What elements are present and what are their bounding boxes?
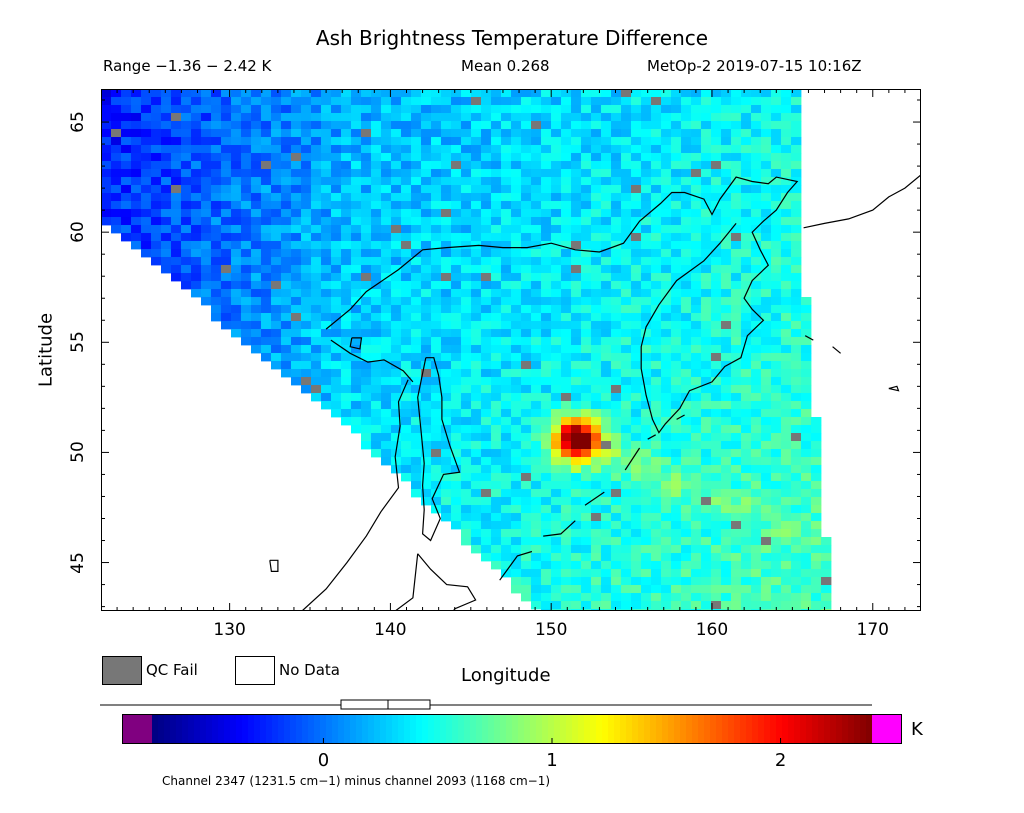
colorbar-tick-label: 1 <box>546 750 558 771</box>
colorbar-tick-label: 2 <box>774 750 787 771</box>
coastlines <box>269 174 921 611</box>
x-tick-label: 150 <box>534 620 568 640</box>
range-text: Range −1.36 − 2.42 K <box>103 57 272 75</box>
axis-ticks <box>101 89 921 611</box>
y-tick-label: 45 <box>68 551 88 574</box>
chart-title: Ash Brightness Temperature Difference <box>315 26 709 50</box>
plot-frame <box>101 89 921 611</box>
colorbar-under-swatch <box>122 714 152 744</box>
y-axis-label: Latitude <box>35 312 57 388</box>
x-tick-label: 160 <box>695 620 729 640</box>
x-tick-label: 130 <box>213 620 246 640</box>
colorbar-tick-label: 0 <box>317 750 330 771</box>
satellite-time-text: MetOp-2 2019-07-15 10:16Z <box>647 57 862 75</box>
colorbar <box>122 714 902 744</box>
x-axis-label: Longitude <box>461 665 551 686</box>
x-tick-label: 140 <box>374 620 407 640</box>
y-tick-label: 65 <box>68 111 88 133</box>
map-plot <box>101 89 921 611</box>
y-tick-label: 50 <box>68 441 88 464</box>
colorbar-over-swatch <box>872 714 902 744</box>
range-slider[interactable] <box>100 698 872 712</box>
qc-fail-label: QC Fail <box>146 661 198 679</box>
y-tick-label: 55 <box>68 331 88 354</box>
no-data-swatch <box>235 656 275 685</box>
ash-data-swath <box>101 89 832 611</box>
no-data-label: No Data <box>279 661 340 679</box>
x-tick-label: 170 <box>856 620 889 640</box>
qc-fail-swatch <box>102 656 142 685</box>
channel-description: Channel 2347 (1231.5 cm−1) minus channel… <box>162 774 551 788</box>
mean-text: Mean 0.268 <box>461 57 550 75</box>
colorbar-unit: K <box>911 719 923 740</box>
slider-box[interactable] <box>340 699 431 710</box>
y-tick-label: 60 <box>68 221 88 243</box>
